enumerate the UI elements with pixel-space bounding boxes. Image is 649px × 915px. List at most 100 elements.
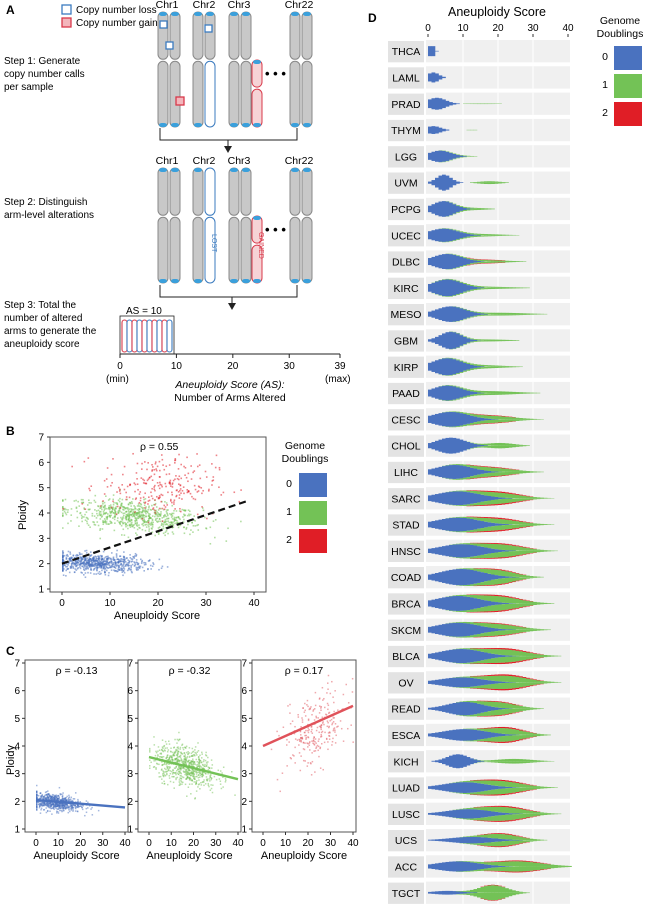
chromosome-q-arm	[228, 216, 240, 284]
panel-d-row-label-box	[388, 330, 424, 352]
as-arm-bar	[136, 319, 143, 353]
chromosome-label: Chr22	[285, 0, 314, 11]
chromosome-p-arm	[157, 167, 169, 216]
telomere	[303, 12, 311, 16]
panel-d-row-label: UVM	[394, 178, 417, 190]
panel-d-row-prad: PRAD	[388, 92, 570, 115]
telomere	[171, 168, 179, 172]
panel-d-row-kirp: KIRP	[388, 355, 570, 378]
panel-b-ylabel: Ploidy	[17, 500, 29, 530]
panel-d-row-label: KIRC	[393, 283, 419, 295]
panel-d-legend-swatch	[614, 102, 642, 126]
telomere	[291, 279, 299, 283]
as-tick-label: 0	[117, 361, 123, 372]
panel-d-row-label: LUSC	[392, 809, 420, 821]
panel-c-xlabel: Aneuploidy Score	[33, 850, 119, 862]
legend-gain-swatch	[61, 17, 72, 28]
panel-c-rho: ρ = 0.17	[285, 665, 324, 677]
panel-b-legend-label: 0	[286, 478, 292, 490]
panel-c-ytick-label: 5	[241, 714, 247, 725]
panel-d-row-paad: PAAD	[388, 381, 570, 405]
panel-c-xtick-label: 20	[302, 838, 314, 849]
chromosome-q-arm	[157, 216, 169, 284]
panel-d-row-label: UCS	[395, 835, 417, 847]
as-arm-bar	[156, 319, 163, 353]
panel-d-row-label: LAML	[392, 72, 420, 84]
panel-d-row-label-box	[388, 41, 424, 63]
panel-d-row-label: BRCA	[391, 598, 420, 610]
panel-c-xtick-label: 0	[33, 838, 39, 849]
panel-d-row-thca: THCA	[388, 40, 570, 63]
arrow-step2	[228, 303, 236, 310]
panel-d-row-label: KICH	[393, 756, 418, 768]
panel-d-row-label-box	[388, 751, 424, 773]
panel-d-row-hnsc: HNSC	[388, 539, 570, 562]
chromosome-row-step2: Chr1 Chr2 Chr3 Chr22 • • • LOST GAINED	[156, 155, 313, 284]
chromosome-p-arm	[192, 11, 204, 60]
telomere	[171, 12, 179, 16]
step2-text: Step 2: Distinguish arm-level alteration…	[4, 197, 94, 221]
telomere	[194, 168, 202, 172]
panel-c-ytick-label: 4	[14, 742, 20, 753]
panel-d-row-gbm: GBM	[388, 329, 570, 352]
panel-d-row-coad: COAD	[388, 566, 570, 589]
legend-loss-label: Copy number loss	[76, 5, 157, 16]
panel-d-row-label-box	[388, 119, 424, 142]
panel-d-row-label-box	[388, 488, 424, 510]
panel-d-row-label: SARC	[391, 493, 421, 505]
telomere	[159, 279, 167, 283]
panel-d-legend: 0 1 2	[602, 46, 642, 126]
panel-d-row-label-box	[388, 225, 424, 247]
panel-c-xtick-label: 30	[325, 838, 337, 849]
panel-d-row-label-box	[388, 593, 424, 615]
panel-c-trend-line	[262, 704, 354, 748]
panel-d-row-label: SKCM	[391, 625, 421, 637]
chromosome-label: Chr2	[193, 155, 216, 167]
panel-b-legend-swatch	[299, 501, 327, 525]
panel-c-ytick-label: 5	[14, 714, 20, 725]
panel-d-legend-swatch	[614, 74, 642, 98]
panel-d-row-label-box	[388, 777, 424, 799]
panel-d-row-label-box	[388, 356, 424, 378]
panel-d-row-label: MESO	[391, 309, 422, 321]
panel-d-row-dlbc: DLBC	[388, 250, 570, 273]
telomere	[303, 168, 311, 172]
panel-d-title: Aneuploidy Score	[448, 5, 546, 19]
panel-d-row-label: CESC	[391, 414, 421, 426]
legend-gain-label: Copy number gain	[76, 18, 158, 29]
telomere	[230, 168, 238, 172]
as-arm-bar	[166, 319, 173, 353]
chromosome-q-arm	[301, 60, 313, 128]
as-arm-bar	[126, 319, 133, 353]
panel-c-xtick-label: 10	[166, 838, 178, 849]
panel-d-row-label: DLBC	[392, 257, 420, 269]
telomere	[291, 123, 299, 127]
panel-c-xlabel: Aneuploidy Score	[146, 850, 232, 862]
panel-d-legend-title-1: Genome	[600, 15, 640, 27]
as-tick-label: 10	[171, 361, 183, 372]
chromosome-p-arm	[301, 11, 313, 60]
panel-d-legend-label: 1	[602, 79, 608, 91]
panel-b-ytick-label: 7	[38, 433, 44, 444]
telomere	[242, 279, 250, 283]
panel-d-row-label: GBM	[394, 335, 418, 347]
lost-label: LOST	[210, 234, 217, 253]
panel-d-row-label: CHOL	[391, 441, 420, 453]
panel-d-row-label-box	[388, 540, 424, 562]
chromosome-p-arm	[301, 167, 313, 216]
panel-b-ytick-label: 1	[38, 585, 44, 596]
chromosome-row-step1: Chr1 Chr2 Chr3 Chr22 • • •	[156, 0, 314, 128]
panel-c-ytick-label: 2	[241, 797, 247, 808]
panel-d-row-label-box	[388, 304, 424, 326]
panel-d-row-acc: ACC	[388, 855, 572, 878]
panel-d-row-label-box	[388, 198, 424, 221]
gain-marker	[175, 96, 185, 106]
panel-d-xtick-label: 20	[492, 23, 504, 34]
chromosome-q-arm	[228, 60, 240, 128]
panel-d-row-label-box	[388, 461, 424, 484]
panel-d-row-luad: LUAD	[388, 776, 570, 799]
panel-b-legend: 0 1 2	[286, 473, 327, 553]
chromosome-q-arm	[240, 216, 252, 284]
panel-d-row-label: COAD	[391, 572, 422, 584]
